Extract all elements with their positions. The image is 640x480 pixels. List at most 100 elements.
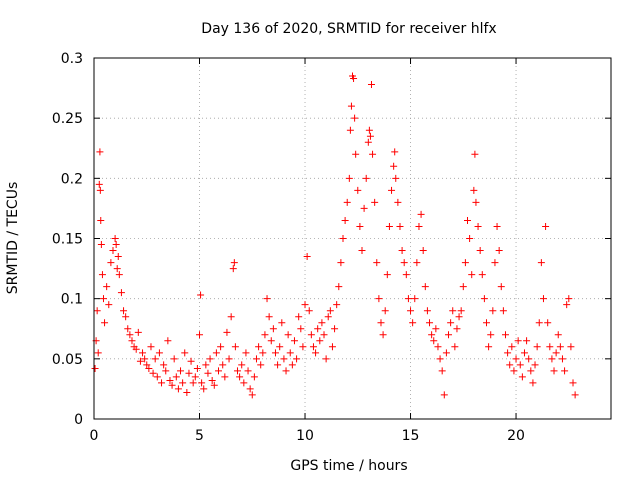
data-point [375, 295, 383, 303]
data-point [531, 361, 539, 369]
data-point [453, 325, 461, 333]
data-point [122, 313, 130, 321]
data-point [172, 373, 180, 381]
data-point [388, 186, 396, 194]
data-point [168, 381, 176, 389]
data-point [238, 361, 246, 369]
data-point [286, 349, 294, 357]
data-point [320, 331, 328, 339]
data-point [501, 331, 509, 339]
data-point [558, 355, 566, 363]
data-point [252, 355, 260, 363]
data-point [244, 367, 252, 375]
data-point [305, 307, 313, 315]
data-point [354, 186, 362, 194]
data-point [309, 343, 317, 351]
data-point [358, 247, 366, 255]
data-point [181, 349, 189, 357]
data-point [542, 222, 550, 230]
data-point [143, 361, 151, 369]
data-point [261, 331, 269, 339]
data-point [93, 307, 101, 315]
data-point [455, 313, 463, 321]
data-point [474, 222, 482, 230]
data-point [544, 319, 552, 327]
data-point [233, 367, 241, 375]
data-point [227, 313, 235, 321]
data-point [347, 102, 355, 110]
data-point [523, 337, 531, 345]
data-point [318, 319, 326, 327]
data-point [155, 349, 163, 357]
data-point [120, 307, 128, 315]
data-point [367, 80, 375, 88]
data-point [193, 364, 201, 372]
data-point [504, 349, 512, 357]
x-tick-label: 20 [507, 428, 525, 444]
data-point [565, 295, 573, 303]
data-point [552, 349, 560, 357]
data-point [447, 319, 455, 327]
x-tick-label: 5 [195, 428, 204, 444]
data-point [417, 210, 425, 218]
data-point [217, 343, 225, 351]
data-point [333, 301, 341, 309]
data-point [499, 307, 507, 315]
data-point [335, 283, 343, 291]
data-point [546, 343, 554, 351]
x-axis-label: GPS time / hours [290, 458, 407, 474]
data-point [407, 307, 415, 315]
data-point [518, 373, 526, 381]
data-point [512, 355, 520, 363]
data-point [316, 337, 324, 345]
data-point [221, 373, 229, 381]
data-point [493, 222, 501, 230]
data-point [202, 361, 210, 369]
data-point [107, 259, 115, 267]
data-point [136, 357, 144, 365]
data-point [225, 355, 233, 363]
data-point [158, 379, 166, 387]
data-point [274, 361, 282, 369]
data-point [365, 126, 373, 134]
data-point [278, 319, 286, 327]
data-point [478, 271, 486, 279]
data-point [373, 259, 381, 267]
y-tick-label: 0.2 [61, 171, 83, 187]
data-point [489, 307, 497, 315]
y-axis-label: SRMTID / TECUs [5, 182, 21, 295]
data-point [326, 307, 334, 315]
data-point [153, 373, 161, 381]
chart-title: Day 136 of 2020, SRMTID for receiver hlf… [201, 21, 496, 37]
data-point [554, 331, 562, 339]
data-point [476, 247, 484, 255]
data-point [124, 325, 132, 333]
data-point [141, 355, 149, 363]
data-point [151, 355, 159, 363]
data-point [91, 364, 99, 372]
data-point [468, 271, 476, 279]
data-point [196, 331, 204, 339]
y-tick-label: 0.25 [52, 111, 83, 127]
data-point [206, 355, 214, 363]
data-point [567, 343, 575, 351]
data-point [346, 126, 354, 134]
data-point [267, 337, 275, 345]
data-point [101, 319, 109, 327]
data-point [160, 361, 168, 369]
data-point [400, 259, 408, 267]
data-point [174, 385, 182, 393]
data-point [535, 319, 543, 327]
data-point [525, 355, 533, 363]
data-point [301, 301, 309, 309]
data-point [149, 369, 157, 377]
data-point [303, 253, 311, 261]
data-point [491, 259, 499, 267]
data-point [115, 271, 123, 279]
data-point [345, 174, 353, 182]
data-point [487, 331, 495, 339]
data-point [139, 349, 147, 357]
tick-labels: 0 5 10 15 20 0 0.05 0.1 0.15 0.2 0.25 0.3 [52, 51, 611, 444]
data-point [350, 74, 358, 82]
data-point [280, 355, 288, 363]
